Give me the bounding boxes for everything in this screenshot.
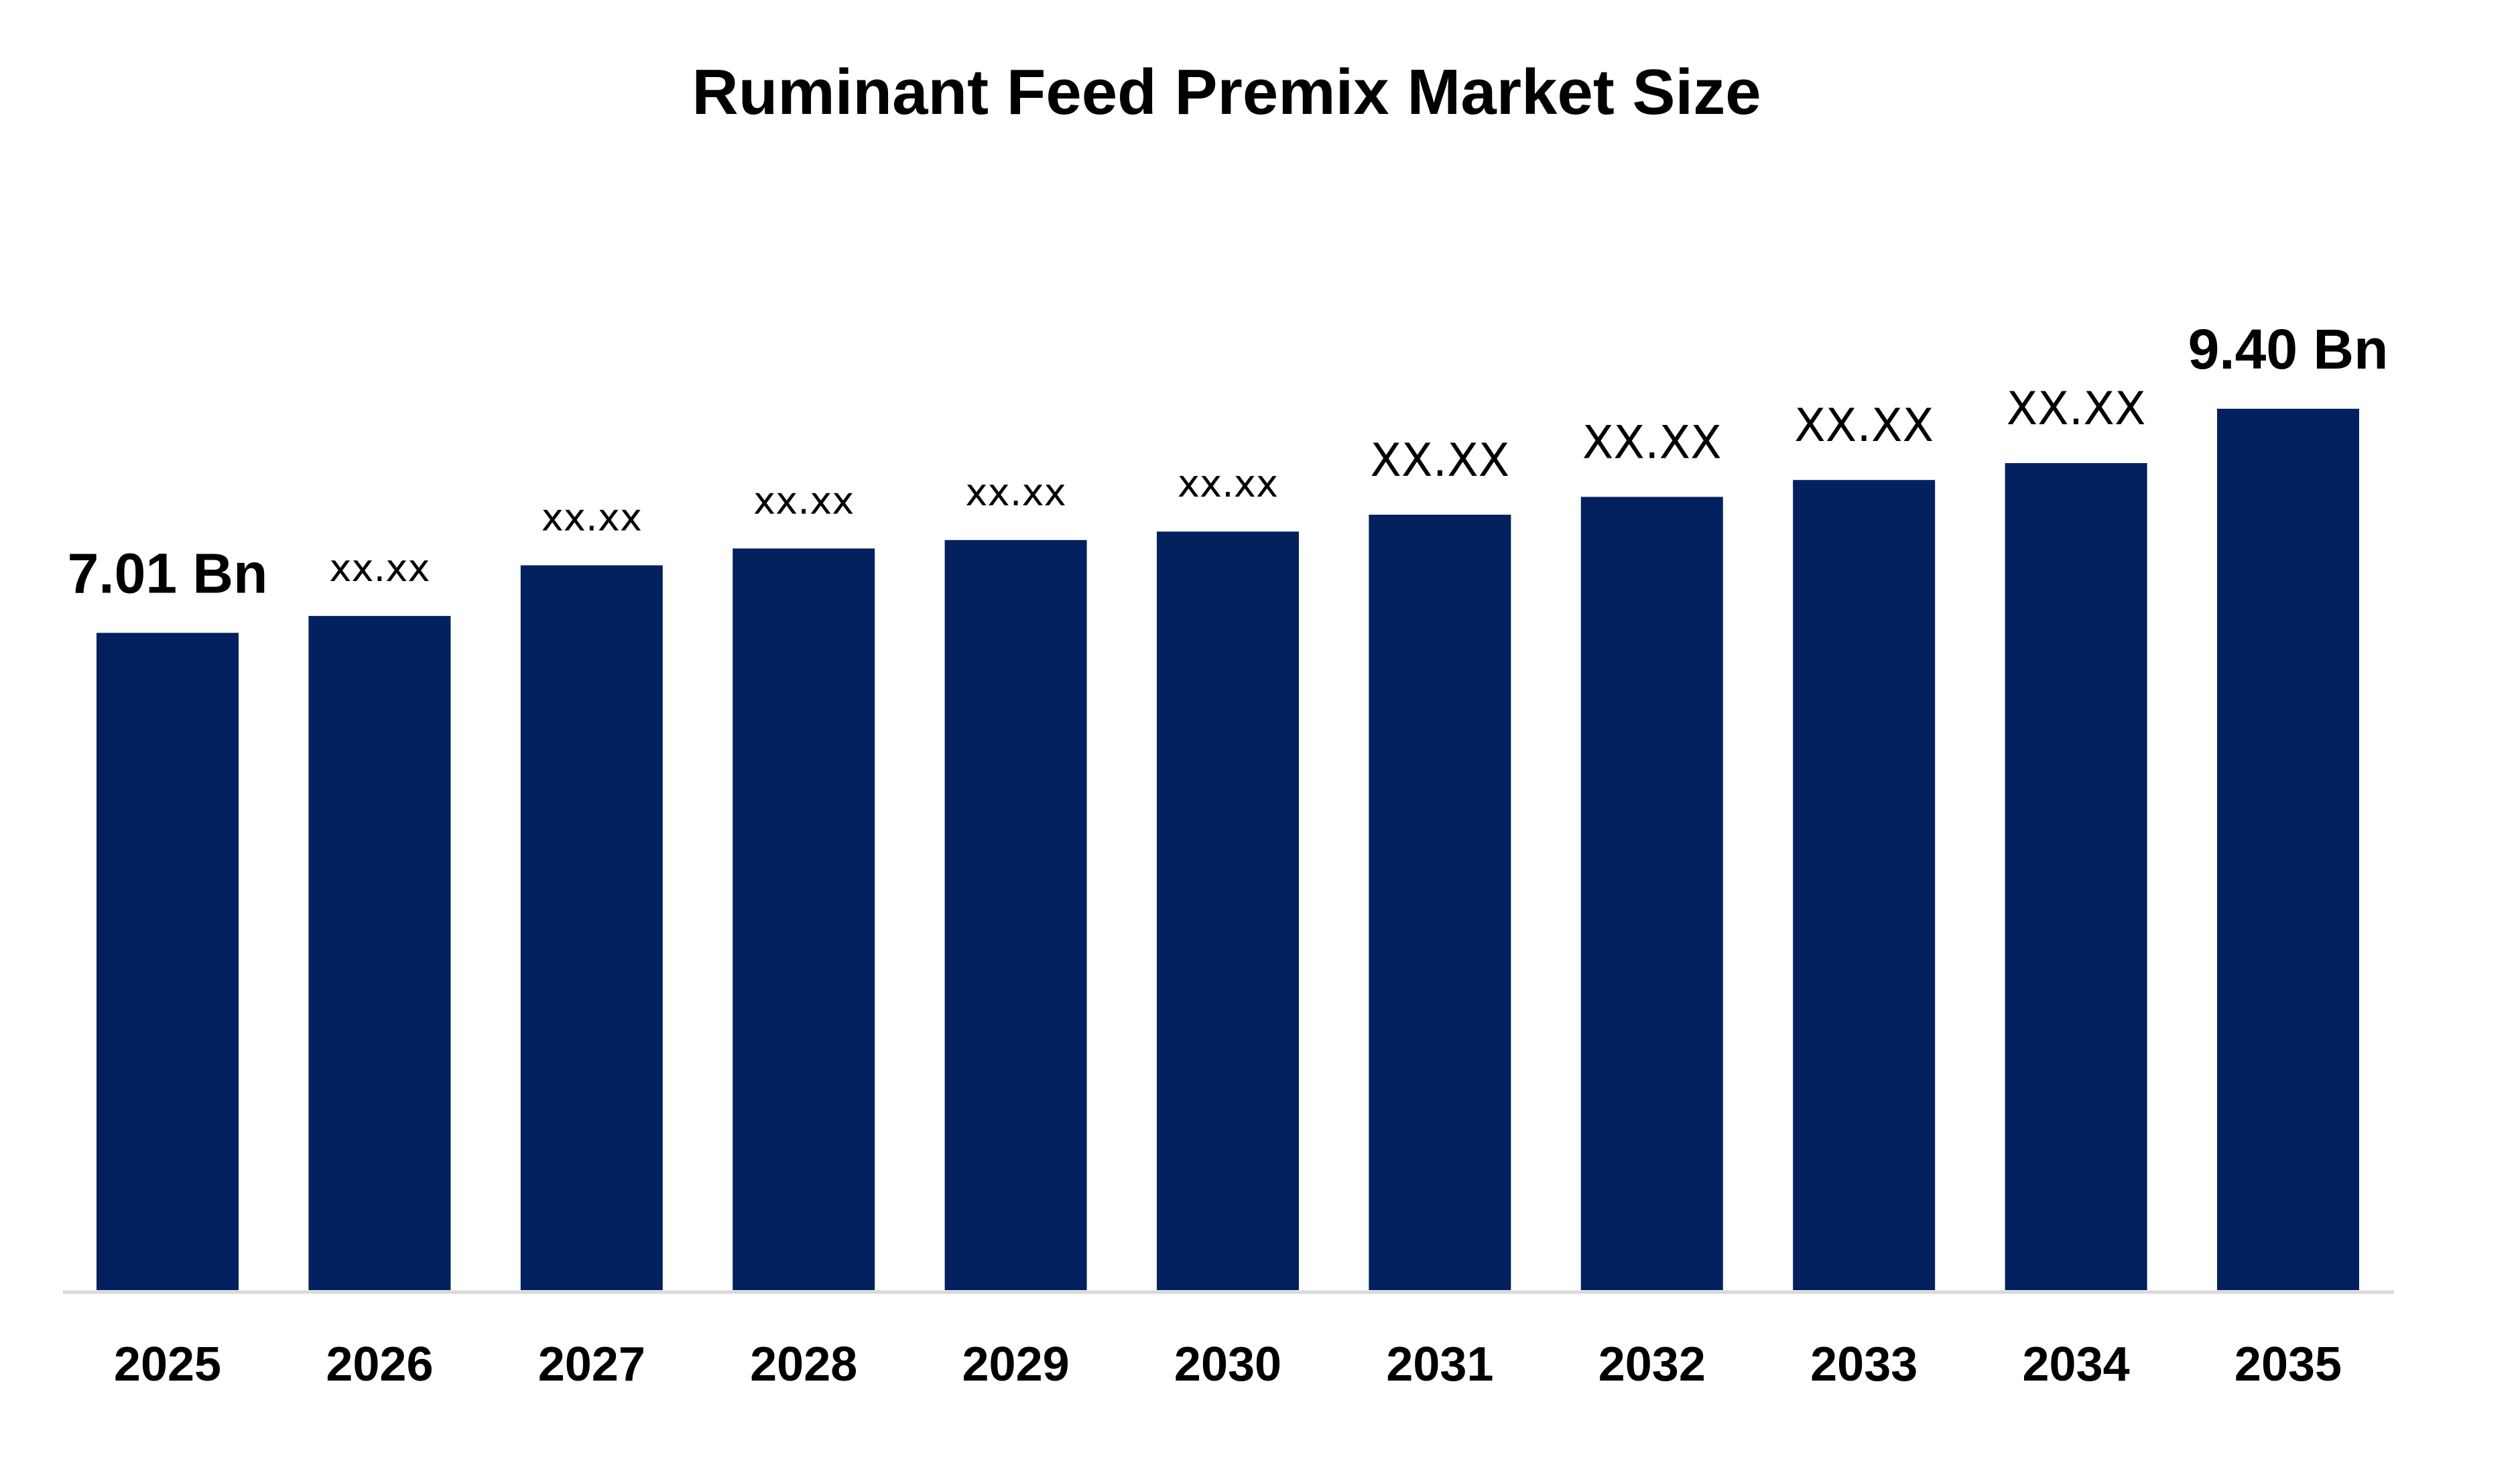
x-tick-label-2033: 2033 [1810, 1338, 1917, 1391]
data-label-2035: 9.40 Bn [2188, 318, 2389, 381]
bar-2028 [733, 548, 875, 1290]
data-label-2025: 7.01 Bn [68, 542, 268, 605]
data-label-2032: XX.XX [1582, 416, 1722, 469]
data-label-2034: XX.XX [2007, 383, 2146, 436]
data-label-2029: xx.xx [965, 471, 1066, 515]
x-tick-label-2030: 2030 [1174, 1338, 1281, 1391]
x-tick-label-2028: 2028 [750, 1338, 857, 1391]
x-tick-label-2031: 2031 [1386, 1338, 1493, 1391]
data-label-2026: xx.xx [329, 547, 430, 590]
x-tick-label-2034: 2034 [2023, 1338, 2130, 1391]
bar-2031 [1369, 515, 1511, 1290]
data-label-2030: xx.xx [1178, 462, 1278, 506]
bar-2026 [308, 616, 451, 1290]
bar-2035 [2217, 408, 2359, 1290]
data-label-2028: xx.xx [753, 479, 854, 523]
bars-group [97, 408, 2359, 1291]
chart-title: Ruminant Feed Premix Market Size [692, 56, 1761, 128]
data-labels-group: 7.01 Bn xx.xx xx.xx xx.xx xx.xx xx.xx XX.XX XX.… [68, 318, 2389, 605]
x-tick-label-2035: 2035 [2234, 1338, 2342, 1391]
bar-2034 [2005, 463, 2147, 1290]
x-tick-labels-group: 2025 2026 2027 2028 2029 2030 2031 2032 2033 2034… [114, 1338, 2342, 1391]
bar-2027 [520, 565, 663, 1290]
bar-2032 [1580, 497, 1723, 1290]
bar-2030 [1157, 531, 1299, 1291]
x-tick-label-2027: 2027 [538, 1338, 645, 1391]
data-label-2033: XX.XX [1794, 399, 1934, 452]
data-label-2027: xx.xx [542, 497, 642, 540]
bar-2025 [97, 633, 239, 1290]
x-tick-label-2025: 2025 [114, 1338, 221, 1391]
data-label-2031: XX.XX [1370, 434, 1509, 487]
x-tick-label-2026: 2026 [326, 1338, 433, 1391]
bar-2029 [944, 539, 1087, 1290]
x-tick-label-2032: 2032 [1598, 1338, 1706, 1391]
bar-2033 [1793, 480, 1936, 1291]
x-tick-label-2029: 2029 [962, 1338, 1070, 1391]
